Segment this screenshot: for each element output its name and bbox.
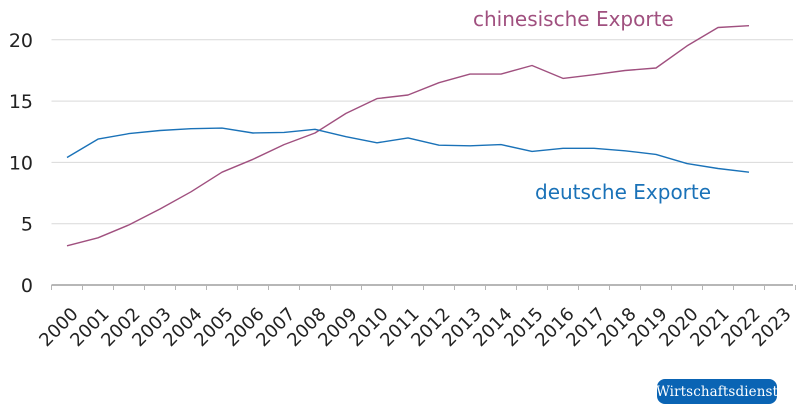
source-badge: Wirtschaftsdienst [656,379,778,404]
y-tick-label: 10 [9,152,33,174]
y-tick-label: 5 [21,214,33,236]
x-axis [51,284,796,290]
series-line [66,127,750,173]
y-axis-labels: 0 5 10 15 20 [9,30,33,297]
germany-exports-label: deutsche Exporte [535,180,711,204]
x-axis-labels: 2000200120022003200420052006200720082009… [35,304,795,351]
grid-lines [51,39,793,225]
y-tick-label: 0 [21,275,33,297]
y-tick-label: 20 [9,30,33,52]
series-lines [66,25,750,247]
china-exports-label: chinesische Exporte [473,7,674,31]
series-line [66,25,750,247]
y-tick-label: 15 [9,91,33,113]
